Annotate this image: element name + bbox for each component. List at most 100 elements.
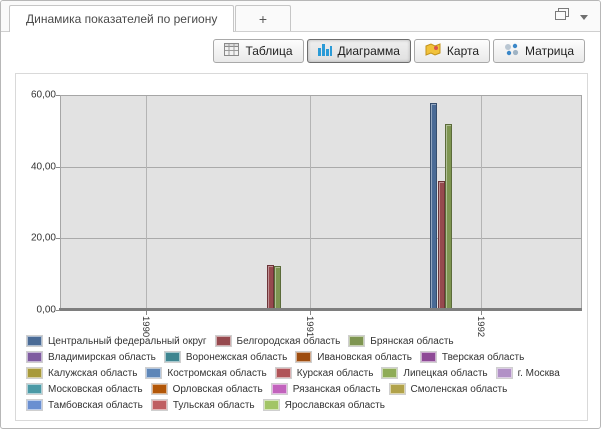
y-axis-tick: [56, 95, 60, 96]
legend-item: Ярославская область: [262, 399, 385, 411]
legend-swatch: [150, 383, 168, 395]
matrix-icon: [504, 43, 519, 59]
legend-label: Ивановская область: [317, 351, 412, 363]
legend-label: Рязанская область: [292, 383, 381, 395]
diagram-view-button[interactable]: Диаграмма: [306, 39, 411, 63]
legend-label: Смоленская область: [410, 383, 508, 395]
diagram-view-label: Диаграмма: [337, 44, 400, 58]
y-axis-label: 60,00: [30, 89, 56, 101]
legend-label: Тверская область: [441, 351, 525, 363]
y-axis-label: 40,00: [30, 161, 56, 173]
matrix-view-label: Матрица: [525, 44, 574, 58]
legend-label: г. Москва: [517, 367, 560, 379]
legend-swatch: [26, 351, 43, 363]
table-view-button[interactable]: Таблица: [213, 39, 304, 63]
y-axis-tick: [56, 238, 60, 240]
legend-item: Владимирская область: [26, 351, 156, 363]
view-toolbar: Таблица Диаграмма Карта: [1, 32, 600, 63]
legend-item: Калужская область: [26, 367, 137, 379]
tab-region-dynamics[interactable]: Динамика показателей по региону: [9, 5, 235, 32]
dropdown-caret-icon[interactable]: [580, 14, 588, 20]
legend-label: Курская область: [296, 367, 374, 379]
legend-swatch: [348, 335, 366, 347]
legend-label: Костромская область: [167, 367, 267, 379]
legend-label: Тамбовская область: [48, 399, 143, 411]
gridline-vertical: [310, 96, 312, 309]
y-axis-tick: [56, 310, 60, 311]
legend-item: Костромская область: [145, 367, 267, 379]
gridline-vertical: [145, 96, 147, 309]
legend-label: Ярославская область: [284, 399, 385, 411]
legend-item: Белгородская область: [214, 335, 341, 347]
tab-strip: Динамика показателей по региону +: [1, 1, 600, 32]
bar-Белгородская область-1992[interactable]: [437, 181, 445, 309]
bar-chart-icon: [317, 43, 332, 59]
legend-swatch: [26, 399, 43, 411]
map-view-button[interactable]: Карта: [413, 39, 491, 63]
legend-item: Рязанская область: [270, 383, 381, 395]
legend-label: Тульская область: [172, 399, 255, 411]
new-tab-button[interactable]: +: [235, 5, 291, 32]
bar-Брянская область-1992[interactable]: [445, 124, 453, 309]
legend-swatch: [26, 335, 43, 347]
y-axis-label: 0,00: [36, 304, 56, 316]
legend-label: Московская область: [48, 383, 143, 395]
y-axis-tick: [56, 166, 60, 168]
x-axis-line: [59, 308, 582, 311]
legend-swatch: [145, 367, 163, 379]
x-axis-label: 1992: [475, 316, 487, 338]
legend-swatch: [214, 335, 232, 347]
chart-panel: 60,00 40,00 20,00 0,00 1990 1991 1992 Централь…: [15, 73, 588, 421]
legend-item: г. Москва: [495, 367, 560, 379]
legend-item: Тверская область: [419, 351, 525, 363]
cascade-windows-icon[interactable]: [554, 8, 570, 26]
bar-Брянская область-1991[interactable]: [274, 266, 282, 309]
legend-label: Центральный федеральный округ: [48, 335, 207, 347]
gridline-horizontal: [61, 238, 581, 239]
legend-item: Тульская область: [150, 399, 255, 411]
gridline-vertical: [481, 96, 483, 309]
table-icon: [224, 43, 240, 59]
legend-swatch: [388, 383, 406, 395]
legend-item: Ивановская область: [295, 351, 412, 363]
map-icon: [425, 43, 441, 59]
legend-item: Орловская область: [150, 383, 263, 395]
bar-Центральный федеральный округ-1992[interactable]: [430, 103, 438, 309]
matrix-view-button[interactable]: Матрица: [493, 39, 585, 63]
legend-label: Владимирская область: [48, 351, 156, 363]
map-view-label: Карта: [446, 44, 480, 58]
legend-swatch: [270, 383, 288, 395]
legend-swatch: [295, 351, 313, 363]
legend-swatch: [381, 367, 399, 379]
legend-item: Тамбовская область: [26, 399, 143, 411]
legend-item: Московская область: [26, 383, 143, 395]
chart-plot-area: [60, 95, 582, 310]
legend-label: Белгородская область: [236, 335, 341, 347]
x-axis-tick: [145, 311, 147, 315]
legend-item: Брянская область: [348, 335, 454, 347]
legend-label: Воронежская область: [185, 351, 288, 363]
bar-Белгородская область-1991[interactable]: [266, 264, 274, 309]
y-axis-label: 20,00: [30, 232, 56, 244]
legend-label: Брянская область: [370, 335, 454, 347]
legend-swatch: [419, 351, 437, 363]
legend-label: Орловская область: [172, 383, 263, 395]
legend-label: Липецкая область: [403, 367, 488, 379]
table-view-label: Таблица: [245, 44, 293, 58]
tab-strip-actions: [554, 8, 588, 26]
tab-title: Динамика показателей по региону: [26, 12, 218, 26]
gridline-horizontal: [61, 167, 581, 168]
chart-legend: Центральный федеральный округ Белгородска…: [26, 335, 579, 411]
legend-swatch: [163, 351, 181, 363]
legend-item: Липецкая область: [381, 367, 488, 379]
legend-item: Курская область: [274, 367, 374, 379]
legend-swatch: [262, 399, 280, 411]
legend-swatch: [26, 367, 43, 379]
legend-item: Воронежская область: [163, 351, 288, 363]
legend-swatch: [495, 367, 513, 379]
x-axis-tick: [310, 311, 312, 315]
legend-swatch: [150, 399, 168, 411]
x-axis-tick: [481, 311, 483, 315]
legend-swatch: [274, 367, 292, 379]
